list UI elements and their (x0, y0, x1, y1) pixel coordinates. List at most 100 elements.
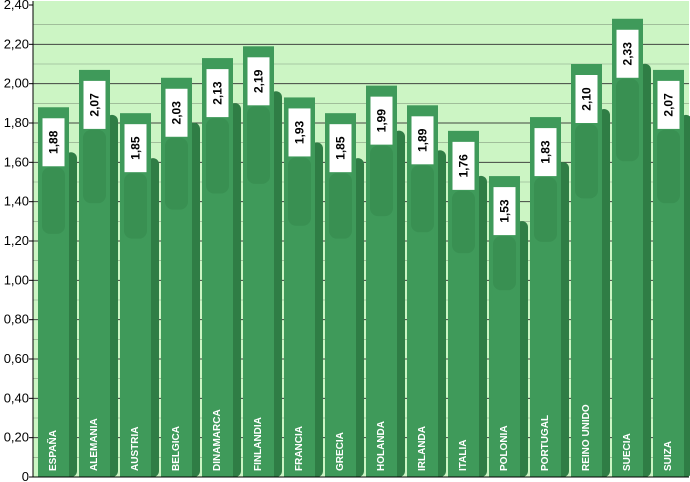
bar-group: 2,03 BELGICA (161, 77, 200, 478)
category-label: SUIZA (663, 441, 674, 471)
value-label-box (83, 80, 106, 129)
bar-group: 2,07 ALEMANIA (79, 69, 118, 478)
value-label-box (124, 124, 147, 173)
bar-group: 1,93 FRANCIA (284, 97, 323, 477)
bar-group: 1,76 ITALIA (448, 130, 487, 477)
bar-accent (83, 129, 106, 204)
bar-group: 2,10 REINO UNIDO (571, 64, 610, 477)
y-tick-label: 0,60 (4, 351, 29, 366)
value-label: 2,13 (211, 81, 225, 105)
bar-accent (288, 157, 311, 226)
value-label-box (370, 96, 393, 145)
value-label-box (534, 128, 557, 177)
value-label: 2,03 (170, 101, 184, 125)
category-label: ESPAÑA (46, 430, 59, 471)
value-label-box (247, 57, 270, 106)
bar (79, 69, 110, 478)
value-label-box (288, 108, 311, 157)
bar-group: 1,83 PORTUGAL (530, 117, 569, 477)
bar (202, 58, 233, 477)
category-label: HOLANDA (376, 421, 387, 471)
value-label: 1,99 (375, 109, 389, 133)
bar-group: 2,19 FINLANDIA (243, 46, 282, 478)
bar-accent (247, 106, 270, 184)
value-label: 2,07 (662, 93, 676, 117)
category-label: ALEMANIA (89, 418, 100, 471)
category-label: PORTUGAL (540, 415, 551, 471)
bar (612, 18, 643, 478)
bar (366, 85, 397, 477)
bar (571, 64, 602, 477)
bar-group: 1,85 GRECIA (325, 113, 364, 478)
bar (653, 69, 684, 478)
value-label: 1,85 (129, 136, 143, 160)
bar-group: 2,33 SUECIA (612, 18, 651, 478)
category-label: REINO UNIDO (581, 404, 592, 471)
category-label: IRLANDA (417, 426, 428, 471)
bar-group: 2,07 SUIZA (653, 69, 690, 478)
y-axis-ticks: 0 0,20 0,40 0,60 0,80 1,00 1,20 1,40 1,60 1,80 2,0… (4, 0, 33, 482)
category-label: DINAMARCA (212, 409, 223, 471)
bar-accent (575, 124, 598, 199)
category-label: GRECIA (335, 432, 346, 471)
y-tick-label: 0,80 (4, 312, 29, 327)
y-tick-label: 1,60 (4, 154, 29, 169)
value-label: 1,88 (47, 130, 61, 154)
y-tick-label: 1,80 (4, 115, 29, 130)
bars: 1,88 ESPAÑA 2,07 ALEMANIA 1,85 AUSTRIA 2,03 BEL… (38, 18, 690, 478)
value-label-box (493, 187, 516, 236)
value-label: 2,33 (621, 42, 635, 66)
bar (120, 113, 151, 478)
bar (38, 107, 69, 478)
bar-accent (411, 165, 434, 233)
bar-accent (616, 78, 639, 162)
bar-group: 1,85 AUSTRIA (120, 113, 159, 478)
bar-group: 1,53 POLONIA (489, 176, 528, 477)
y-tick-label: 1,20 (4, 233, 29, 248)
y-tick-label: 1,00 (4, 272, 29, 287)
bar-group: 1,89 IRLANDA (407, 105, 446, 478)
bar-accent (534, 177, 557, 242)
value-label-box (165, 88, 188, 137)
bar-accent (206, 118, 229, 194)
value-label-box (411, 116, 434, 165)
bar-accent (124, 173, 147, 239)
bar-accent (42, 167, 65, 234)
y-tick-label: 1,40 (4, 194, 29, 209)
bar (243, 46, 274, 478)
value-label: 1,76 (457, 154, 471, 178)
category-label: FRANCIA (294, 426, 305, 471)
value-label-box (206, 69, 229, 118)
value-label-box (452, 141, 475, 190)
value-label: 2,10 (580, 87, 594, 111)
value-label-box (575, 75, 598, 123)
category-label: SUECIA (622, 433, 633, 471)
value-label: 1,93 (293, 120, 307, 144)
bar-accent (493, 236, 516, 291)
value-label: 1,53 (498, 199, 512, 223)
y-tick-label: 0,40 (4, 390, 29, 405)
category-label: BELGICA (171, 426, 182, 471)
y-tick-label: 2,40 (4, 0, 29, 12)
value-label: 2,19 (252, 69, 266, 93)
bar-accent (452, 190, 475, 254)
value-label-box (329, 124, 352, 173)
bar (325, 113, 356, 478)
bar-accent (329, 173, 352, 239)
bar-accent (165, 137, 188, 210)
value-label: 1,89 (416, 128, 430, 152)
bar (161, 77, 192, 478)
category-label: AUSTRIA (130, 427, 141, 471)
bar (530, 117, 561, 477)
category-label: ITALIA (458, 440, 469, 471)
value-label: 2,07 (88, 93, 102, 117)
value-label-box (657, 80, 680, 129)
y-tick-label: 2,00 (4, 76, 29, 91)
bar (284, 97, 315, 477)
value-label-box (42, 118, 65, 167)
bar-group: 2,13 DINAMARCA (202, 58, 241, 477)
value-label: 1,83 (539, 140, 553, 164)
y-tick-label: 0 (22, 469, 29, 482)
bar-group: 1,99 HOLANDA (366, 85, 405, 477)
